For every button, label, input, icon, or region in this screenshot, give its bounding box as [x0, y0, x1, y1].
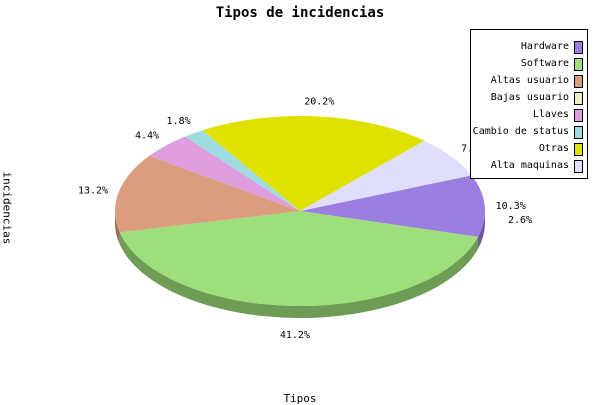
pie-slice-cambio-de-status	[185, 130, 300, 211]
pie-slice-alta-maquinas	[300, 140, 472, 211]
pie-slices	[115, 116, 485, 306]
chart-title: Tipos de incidencias	[215, 5, 385, 21]
legend-label: Llaves	[532, 109, 569, 120]
legend-item: Cambio de status	[471, 123, 587, 140]
pie-label-cambio-de-status: 1.8%	[167, 116, 191, 127]
pie-slice-side-hardware	[478, 211, 485, 249]
legend-label: Bajas usuario	[490, 92, 569, 103]
legend-label: Otras	[538, 143, 569, 154]
legend-label: Altas usuario	[490, 75, 569, 86]
legend-swatch	[574, 143, 583, 156]
legend-swatch	[574, 109, 583, 122]
pie-side-walls	[115, 211, 485, 318]
legend-item: Software	[471, 55, 587, 72]
pie-slice-llaves	[149, 136, 300, 211]
legend-item: Hardware	[471, 38, 587, 55]
legend-label: Alta maquinas	[490, 160, 569, 171]
legend-item: Llaves	[471, 106, 587, 123]
pie-label-hardware: 10.3%	[496, 201, 526, 212]
legend-item: Otras	[471, 140, 587, 157]
pie-label-small-slice: 2.6%	[508, 215, 532, 226]
pie-slice-altas-usuario	[115, 155, 300, 233]
pie-slice-hardware	[300, 175, 485, 237]
pie-label-altas-usuario: 13.2%	[78, 185, 108, 196]
legend-label: Hardware	[520, 41, 569, 52]
chart-legend: Hardware Software Altas usuario Bajas usuar…	[470, 29, 588, 179]
pie-slice-software	[119, 211, 479, 306]
legend-item: Altas usuario	[471, 72, 587, 89]
legend-item: Alta maquinas	[471, 157, 587, 174]
legend-swatch	[574, 58, 583, 71]
legend-swatch	[574, 126, 583, 139]
legend-swatch	[574, 92, 583, 105]
legend-swatch	[574, 160, 583, 173]
pie-label-llaves: 4.4%	[135, 131, 159, 142]
legend-swatch	[574, 75, 583, 88]
legend-label: Software	[520, 58, 569, 69]
legend-label: Cambio de status	[472, 126, 569, 137]
legend-item: Bajas usuario	[471, 89, 587, 106]
pie-slice-otras	[202, 116, 425, 211]
legend-swatch	[574, 41, 583, 54]
pie-label-otras: 20.2%	[304, 97, 334, 108]
pie-label-software: 41.2%	[280, 330, 310, 341]
pie-slice-side-altas-usuario	[115, 211, 120, 245]
pie-slice-side-software	[119, 232, 479, 318]
